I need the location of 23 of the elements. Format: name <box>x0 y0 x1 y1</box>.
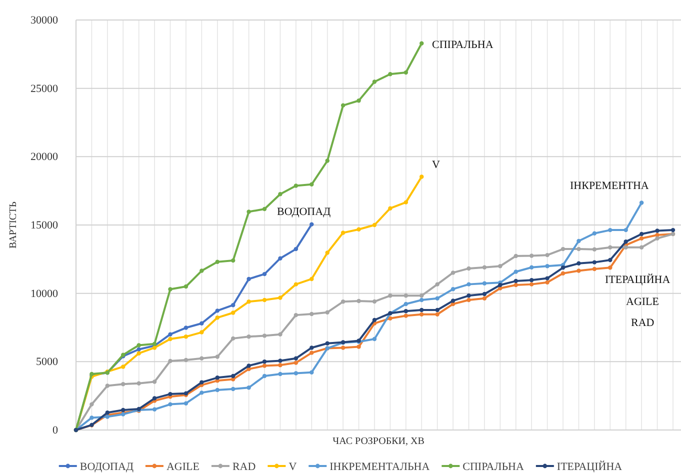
y-tick-label: 30000 <box>30 14 58 27</box>
y-tick-label: 20000 <box>30 151 58 164</box>
y-tick-label: 25000 <box>30 82 58 95</box>
legend-label: ІНКРЕМЕНТАЛЬНА <box>330 461 430 473</box>
legend-label: V <box>288 461 297 473</box>
y-tick-label: 5000 <box>36 356 58 368</box>
annotation: RAD <box>631 317 654 329</box>
y-tick-label: 10000 <box>30 288 58 300</box>
legend-label: AGILE <box>166 461 200 473</box>
legend-label: ВОДОПАД <box>80 461 134 473</box>
y-axis-title: ВАРТІСТЬ <box>8 201 19 248</box>
annotation: AGILE <box>626 296 660 308</box>
annotation: ВОДОПАД <box>277 206 332 218</box>
legend-label: ІТЕРАЦІЙНА <box>556 460 622 473</box>
annotation: СПІРАЛЬНА <box>432 39 494 51</box>
legend-label: СПІРАЛЬНА <box>462 461 524 473</box>
legend-label: RAD <box>232 461 256 473</box>
y-tick-label: 15000 <box>30 220 58 232</box>
annotation: ІТЕРАЦІЙНА <box>605 273 670 286</box>
y-tick-label: 0 <box>52 424 58 437</box>
annotation: ІНКРЕМЕНТНА <box>570 180 649 192</box>
x-axis-title: ЧАС РОЗРОБКИ, ХВ <box>332 436 425 447</box>
annotation: V <box>432 159 440 171</box>
